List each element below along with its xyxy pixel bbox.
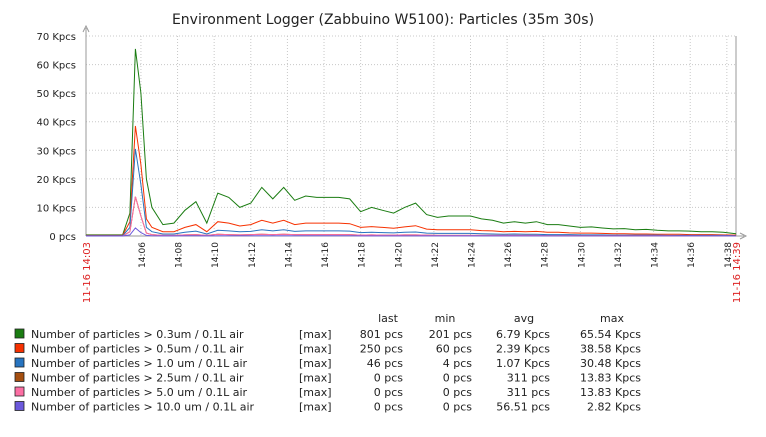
legend-value-min: 0 pcs (443, 401, 473, 414)
x-tick-label: 14:14 (284, 242, 294, 268)
legend-swatch (14, 401, 25, 411)
x-range-label: 11-16 14:39 (732, 242, 743, 303)
x-tick-label: 14:38 (724, 242, 734, 268)
legend-value-avg: 56.51 pcs (496, 401, 550, 414)
x-tick-label: 14:26 (504, 242, 514, 268)
legend-func: [max] (299, 328, 332, 341)
x-axis-ticks: 14:06 14:08 14:10 14:12 14:14 14:16 14:18 14:20… (82, 242, 743, 303)
x-tick-label: 14:18 (358, 242, 368, 268)
legend-value-max: 65.54 Kpcs (580, 328, 641, 341)
y-tick-label: 50 Kpcs (36, 89, 76, 100)
legend-func: [max] (299, 372, 332, 385)
legend-value-last: 250 pcs (360, 343, 404, 356)
x-axis-arrow-icon (739, 232, 748, 240)
legend-value-max: 13.83 Kpcs (580, 372, 641, 385)
x-tick-label: 14:08 (175, 242, 185, 268)
legend-value-min: 4 pcs (443, 357, 473, 370)
y-tick-label: 70 Kpcs (36, 32, 76, 43)
legend-value-max: 2.82 Kpcs (587, 401, 641, 414)
legend-value-avg: 6.79 Kpcs (496, 328, 550, 341)
grid (86, 35, 736, 236)
legend-value-avg: 1.07 Kpcs (496, 357, 550, 370)
legend-func: [max] (299, 401, 332, 414)
legend-value-min: 201 pcs (429, 328, 473, 341)
x-tick-label: 14:24 (468, 242, 478, 268)
legend-value-max: 13.83 Kpcs (580, 386, 641, 399)
legend-value-min: 60 pcs (436, 343, 473, 356)
x-tick-label: 14:36 (687, 242, 697, 268)
legend-value-min: 0 pcs (443, 386, 473, 399)
legend-swatch (14, 372, 25, 382)
chart-title: Environment Logger (Zabbuino W5100): Par… (172, 12, 594, 28)
series-line-5 (86, 227, 737, 237)
x-tick-label: 14:34 (651, 242, 661, 268)
y-tick-label: 60 Kpcs (36, 61, 76, 72)
series-lines (86, 48, 737, 237)
legend-value-last: 0 pcs (374, 401, 404, 414)
x-range-label: 11-16 14:03 (82, 242, 93, 303)
legend-value-avg: 311 pcs (507, 386, 551, 399)
legend-func: [max] (299, 386, 332, 399)
legend-func: [max] (299, 343, 332, 356)
x-tick-label: 14:06 (138, 242, 148, 268)
x-tick-label: 14:20 (394, 242, 404, 268)
legend-series-name: Number of particles > 0.3um / 0.1L air (31, 328, 244, 341)
y-tick-label: 20 Kpcs (36, 175, 76, 186)
legend-value-last: 46 pcs (367, 357, 404, 370)
y-axis-arrow-icon (82, 24, 90, 33)
legend-series-name: Number of particles > 0.5um / 0.1L air (31, 343, 244, 356)
x-tick-label: 14:30 (577, 242, 587, 268)
legend-value-last: 0 pcs (374, 386, 404, 399)
legend-series-name: Number of particles > 1.0 um / 0.1L air (31, 357, 248, 370)
series-line-1 (86, 125, 737, 236)
x-tick-label: 14:28 (541, 242, 551, 268)
y-axis-ticks: 0 pcs 10 Kpcs 20 Kpcs 30 Kpcs 40 Kpcs 50 Kpcs… (36, 32, 76, 243)
y-tick-label: 30 Kpcs (36, 146, 76, 157)
legend-value-avg: 2.39 Kpcs (496, 343, 550, 356)
legend-header-avg: avg (514, 312, 534, 325)
legend-header-min: min (435, 312, 456, 325)
legend-value-last: 0 pcs (374, 372, 404, 385)
x-tick-label: 14:32 (614, 242, 624, 268)
legend-value-min: 0 pcs (443, 372, 473, 385)
legend-header-max: max (600, 312, 624, 325)
legend-header-last: last (378, 312, 399, 325)
y-tick-label: 10 Kpcs (36, 203, 76, 214)
legend-func: [max] (299, 357, 332, 370)
y-tick-label: 40 Kpcs (36, 118, 76, 129)
legend-series-name: Number of particles > 2.5um / 0.1L air (31, 372, 244, 385)
legend-series-name: Number of particles > 10.0 um / 0.1L air (31, 401, 255, 414)
series-line-2 (86, 148, 737, 237)
y-tick-label: 0 pcs (49, 232, 76, 243)
legend: last min avg max Number of particles > 0.3um… (14, 312, 641, 414)
x-tick-label: 14:10 (211, 242, 221, 268)
x-tick-label: 14:22 (431, 242, 441, 268)
legend-value-max: 30.48 Kpcs (580, 357, 641, 370)
legend-swatch (14, 328, 25, 339)
legend-swatch (14, 386, 25, 397)
legend-swatch (14, 343, 25, 353)
x-tick-label: 14:12 (248, 242, 258, 268)
legend-value-avg: 311 pcs (507, 372, 551, 385)
legend-value-max: 38.58 Kpcs (580, 343, 641, 356)
legend-value-last: 801 pcs (360, 328, 404, 341)
legend-swatch (14, 357, 25, 368)
x-tick-label: 14:16 (321, 242, 331, 268)
series-line-0 (86, 48, 737, 236)
legend-series-name: Number of particles > 5.0 um / 0.1L air (31, 386, 248, 399)
